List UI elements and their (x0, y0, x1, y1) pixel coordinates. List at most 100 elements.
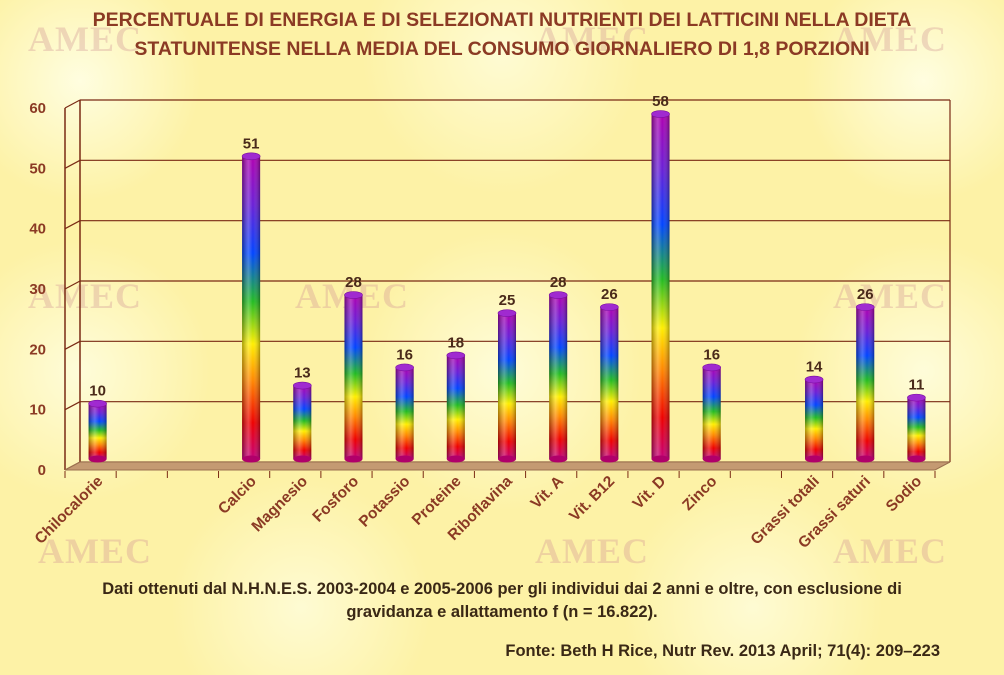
gridline-side (64, 220, 81, 230)
bar-top (446, 351, 466, 360)
bar-top (292, 381, 312, 390)
chart-title: PERCENTUALE DI ENERGIA E DI SELEZIONATI … (0, 6, 1004, 64)
bar-base (242, 455, 261, 463)
footnote-line-1: Dati ottenuti dal N.H.N.E.S. 2003-2004 e… (102, 580, 902, 598)
bar-base (344, 455, 363, 463)
y-tick-label: 0 (38, 462, 46, 479)
watermark: AMEC (833, 276, 947, 316)
gridline-side (64, 401, 81, 411)
watermark: AMEC (28, 19, 142, 59)
bar-top (548, 291, 568, 299)
bar-top (88, 399, 107, 408)
bar-base (549, 455, 568, 463)
footnote-line-2: gravidanza e allattamento f (n = 16.822)… (346, 603, 658, 621)
bar-base (907, 455, 926, 463)
gridline-side (64, 159, 81, 169)
x-tick-label: Vit. D (630, 473, 670, 513)
bar-shading (651, 114, 670, 460)
y-tick-label: 10 (29, 402, 46, 419)
bar-shading (395, 367, 414, 459)
bar-base (651, 455, 670, 463)
data-label: 10 (89, 383, 106, 400)
data-label: 25 (499, 292, 516, 309)
data-label: 26 (857, 286, 874, 303)
x-tick-label: Chilocalorie (32, 473, 107, 548)
data-label: 28 (345, 274, 362, 291)
bar-shading (907, 397, 926, 459)
bar-shading (446, 355, 465, 459)
footnote: Dati ottenuti dal N.H.N.E.S. 2003-2004 e… (0, 578, 1004, 624)
x-axis: Chilocalorie CalcioMagnesioFosforoPotassi… (32, 473, 926, 552)
bar-top (497, 309, 517, 317)
bar-top (651, 110, 670, 118)
bar-base (856, 455, 875, 463)
bar-base (446, 455, 465, 463)
chart-floor-plane (64, 461, 951, 471)
y-tick-label: 60 (29, 100, 46, 117)
data-label: 58 (652, 93, 669, 110)
watermark: AMEC (28, 276, 142, 316)
gridline-side (64, 99, 81, 109)
data-label: 16 (396, 346, 413, 363)
source-citation: Fonte: Beth H Rice, Nutr Rev. 2013 April… (505, 642, 940, 660)
bar-base (293, 455, 312, 463)
bar-shading (498, 313, 516, 459)
bar-shading (88, 403, 107, 459)
data-label: 18 (447, 334, 464, 351)
gridline-side (64, 340, 81, 350)
y-tick-label: 40 (29, 221, 46, 238)
bar-shading (600, 307, 619, 459)
bar-shading (805, 379, 824, 459)
data-label: 16 (703, 346, 720, 363)
bar-top (344, 291, 363, 299)
bar-shading (242, 156, 261, 460)
y-tick-label: 30 (29, 281, 46, 298)
watermark: AMEC (833, 531, 947, 571)
bar-shading (293, 385, 312, 459)
data-label: 26 (601, 286, 618, 303)
data-labels: 10 51 13 28 16 18 25 28 26 58 16 14 26 11 (89, 93, 924, 400)
bar-base (702, 455, 721, 463)
data-label: 11 (908, 377, 924, 394)
watermark: AMEC (833, 19, 947, 59)
bar-top (855, 303, 875, 311)
bar-shading (702, 367, 721, 459)
watermark: AMEC (535, 19, 649, 59)
data-label: 51 (243, 135, 260, 152)
x-tick-label: Sodio (883, 473, 925, 515)
bar-series (88, 110, 926, 463)
bar-shading (856, 307, 875, 459)
data-label: 14 (806, 359, 823, 376)
bar-shading (549, 295, 568, 459)
x-tick-label: Fosforo (309, 473, 362, 526)
bar-base (88, 455, 107, 463)
chart-floor (64, 461, 951, 478)
bar-top (702, 363, 722, 372)
gridline-side (64, 280, 81, 290)
x-tick-label: Vit. A (528, 473, 567, 512)
y-tick-label: 20 (29, 341, 46, 358)
bar-base (498, 455, 516, 463)
data-label: 28 (550, 274, 567, 291)
x-tick-label: Zinco (679, 473, 720, 514)
x-tick-label: Magnesio (249, 473, 312, 536)
bar-top (395, 363, 414, 372)
watermark: AMEC (535, 531, 649, 571)
y-axis: 0 10 20 30 40 50 60 (29, 100, 46, 479)
watermark: AMEC (38, 531, 152, 571)
bar-top (804, 375, 824, 384)
y-tick-label: 50 (29, 160, 46, 177)
chart-title-line-1: PERCENTUALE DI ENERGIA E DI SELEZIONATI … (92, 9, 912, 31)
bar-top (241, 152, 261, 161)
chart-title-line-2: STATUNITENSE NELLA MEDIA DEL CONSUMO GIO… (134, 38, 870, 60)
x-tick-label: Potassio (356, 473, 414, 531)
bar-top (907, 393, 926, 402)
bar-top (600, 303, 619, 311)
x-tick-label: Calcio (215, 473, 260, 518)
bar-shading (344, 295, 363, 459)
bar-base (600, 455, 619, 463)
bar-base (805, 455, 824, 463)
x-tick-label: Vit. B12 (566, 473, 618, 525)
bar-base (395, 455, 414, 463)
